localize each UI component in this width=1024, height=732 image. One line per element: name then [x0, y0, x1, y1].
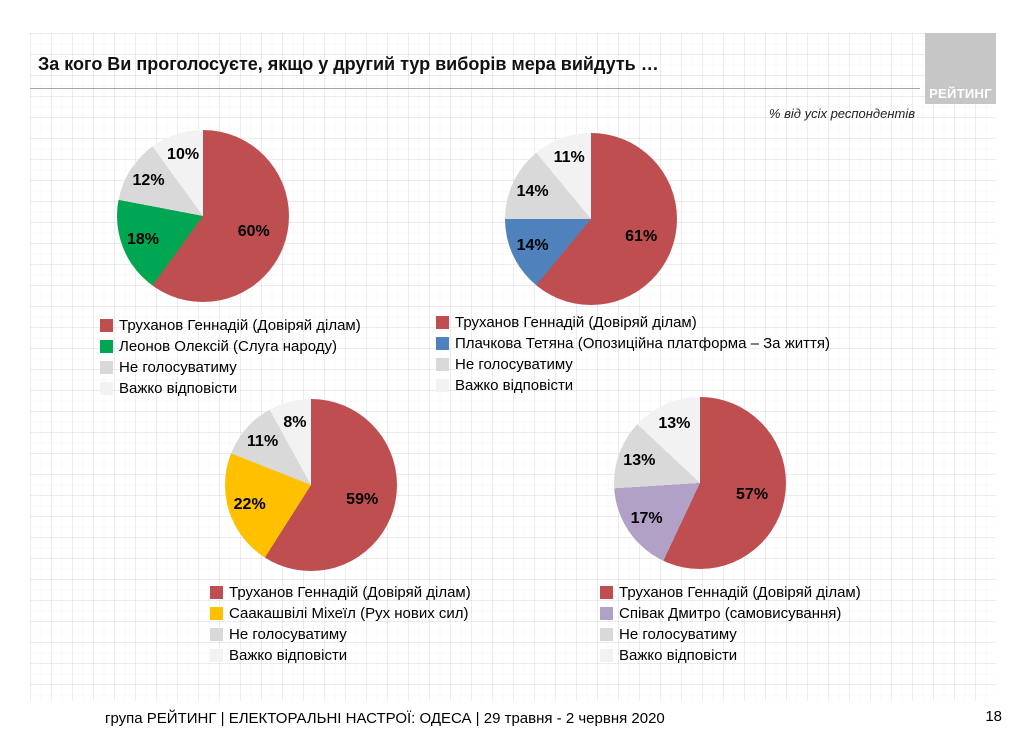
legend-swatch — [436, 316, 449, 329]
legend-item: Важко відповісти — [210, 645, 471, 666]
page-number: 18 — [985, 708, 1002, 725]
slice-value-label: 18% — [127, 230, 160, 248]
slice-value-label: 13% — [623, 452, 656, 470]
legend-item: Саакашвілі Міхеїл (Рух нових сил) — [210, 603, 471, 624]
legend-label: Важко відповісти — [119, 380, 238, 397]
slice-value-label: 59% — [346, 490, 379, 508]
legend-item: Не голосуватиму — [210, 624, 471, 645]
slice-value-label: 61% — [625, 228, 658, 246]
title-divider — [30, 88, 920, 89]
legend-swatch — [100, 340, 113, 353]
slice-value-label: 60% — [237, 223, 270, 241]
legend-label: Труханов Геннадій (Довіряй ділам) — [455, 314, 697, 331]
legend-item: Труханов Геннадій (Довіряй ділам) — [436, 312, 830, 333]
respondents-note: % від усіх респондентів — [768, 106, 915, 121]
rating-group-logo-text: РЕЙТИНГ — [929, 86, 992, 101]
legend-item: Співак Дмитро (самовисування) — [600, 603, 861, 624]
legend-swatch — [210, 607, 223, 620]
legend-3: Труханов Геннадій (Довіряй ділам) Саакашв… — [210, 582, 471, 666]
page-title: За кого Ви проголосуєте, якщо у другий т… — [38, 54, 659, 74]
legend-label: Не голосуватиму — [619, 626, 737, 643]
slice-value-label: 14% — [516, 237, 549, 255]
legend-label: Не голосуватиму — [119, 359, 237, 376]
slice-value-label: 14% — [516, 182, 549, 200]
legend-swatch — [600, 649, 613, 662]
legend-swatch — [100, 382, 113, 395]
pie-4: 57% 17% 13% 13% — [614, 397, 786, 569]
rating-group-logo: РЕЙТИНГ — [925, 33, 996, 104]
legend-label: Труханов Геннадій (Довіряй ділам) — [119, 317, 361, 334]
legend-swatch — [210, 628, 223, 641]
legend-label: Не голосуватиму — [229, 626, 347, 643]
legend-swatch — [100, 319, 113, 332]
legend-swatch — [436, 379, 449, 392]
slice-value-label: 10% — [167, 145, 200, 163]
legend-2: Труханов Геннадій (Довіряй ділам) Плачков… — [436, 312, 830, 396]
slice-value-label: 22% — [233, 495, 266, 513]
legend-swatch — [600, 607, 613, 620]
legend-swatch — [210, 586, 223, 599]
legend-label: Важко відповісти — [455, 377, 574, 394]
legend-item: Не голосуватиму — [100, 357, 361, 378]
legend-item: Труханов Геннадій (Довіряй ділам) — [600, 582, 861, 603]
slice-value-label: 12% — [132, 172, 165, 190]
legend-label: Співак Дмитро (самовисування) — [619, 605, 842, 622]
slice-value-label: 13% — [658, 414, 691, 432]
slice-value-label: 57% — [736, 485, 769, 503]
slice-value-label: 11% — [247, 433, 279, 451]
slice-value-label: 17% — [630, 510, 663, 528]
legend-4: Труханов Геннадій (Довіряй ділам) Співак … — [600, 582, 861, 666]
legend-swatch — [600, 628, 613, 641]
legend-swatch — [436, 358, 449, 371]
slice-value-label: 11% — [553, 149, 585, 167]
legend-label: Важко відповісти — [229, 647, 348, 664]
legend-item: Труханов Геннадій (Довіряй ділам) — [100, 315, 361, 336]
pie-2: 61% 14% 14% 11% — [505, 133, 677, 305]
legend-item: Важко відповісти — [100, 378, 361, 399]
legend-item: Важко відповісти — [436, 375, 830, 396]
footer-source: група РЕЙТИНГ | ЕЛЕКТОРАЛЬНІ НАСТРОЇ: ОД… — [105, 710, 665, 727]
legend-item: Труханов Геннадій (Довіряй ділам) — [210, 582, 471, 603]
pie-1: 60% 18% 12% 10% — [117, 130, 289, 302]
legend-item: Важко відповісти — [600, 645, 861, 666]
legend-1: Труханов Геннадій (Довіряй ділам) Леонов … — [100, 315, 361, 399]
legend-label: Плачкова Тетяна (Опозиційна платформа – … — [455, 335, 830, 352]
legend-label: Важко відповісти — [619, 647, 738, 664]
legend-swatch — [210, 649, 223, 662]
legend-item: Леонов Олексій (Слуга народу) — [100, 336, 361, 357]
legend-item: Не голосуватиму — [436, 354, 830, 375]
legend-swatch — [600, 586, 613, 599]
pie-3: 59% 22% 11% 8% — [225, 399, 397, 571]
legend-item: Плачкова Тетяна (Опозиційна платформа – … — [436, 333, 830, 354]
legend-swatch — [100, 361, 113, 374]
legend-label: Саакашвілі Міхеїл (Рух нових сил) — [229, 605, 469, 622]
legend-swatch — [436, 337, 449, 350]
legend-label: Труханов Геннадій (Довіряй ділам) — [229, 584, 471, 601]
slice-value-label: 8% — [283, 413, 307, 431]
legend-label: Леонов Олексій (Слуга народу) — [119, 338, 337, 355]
legend-item: Не голосуватиму — [600, 624, 861, 645]
legend-label: Труханов Геннадій (Довіряй ділам) — [619, 584, 861, 601]
legend-label: Не голосуватиму — [455, 356, 573, 373]
